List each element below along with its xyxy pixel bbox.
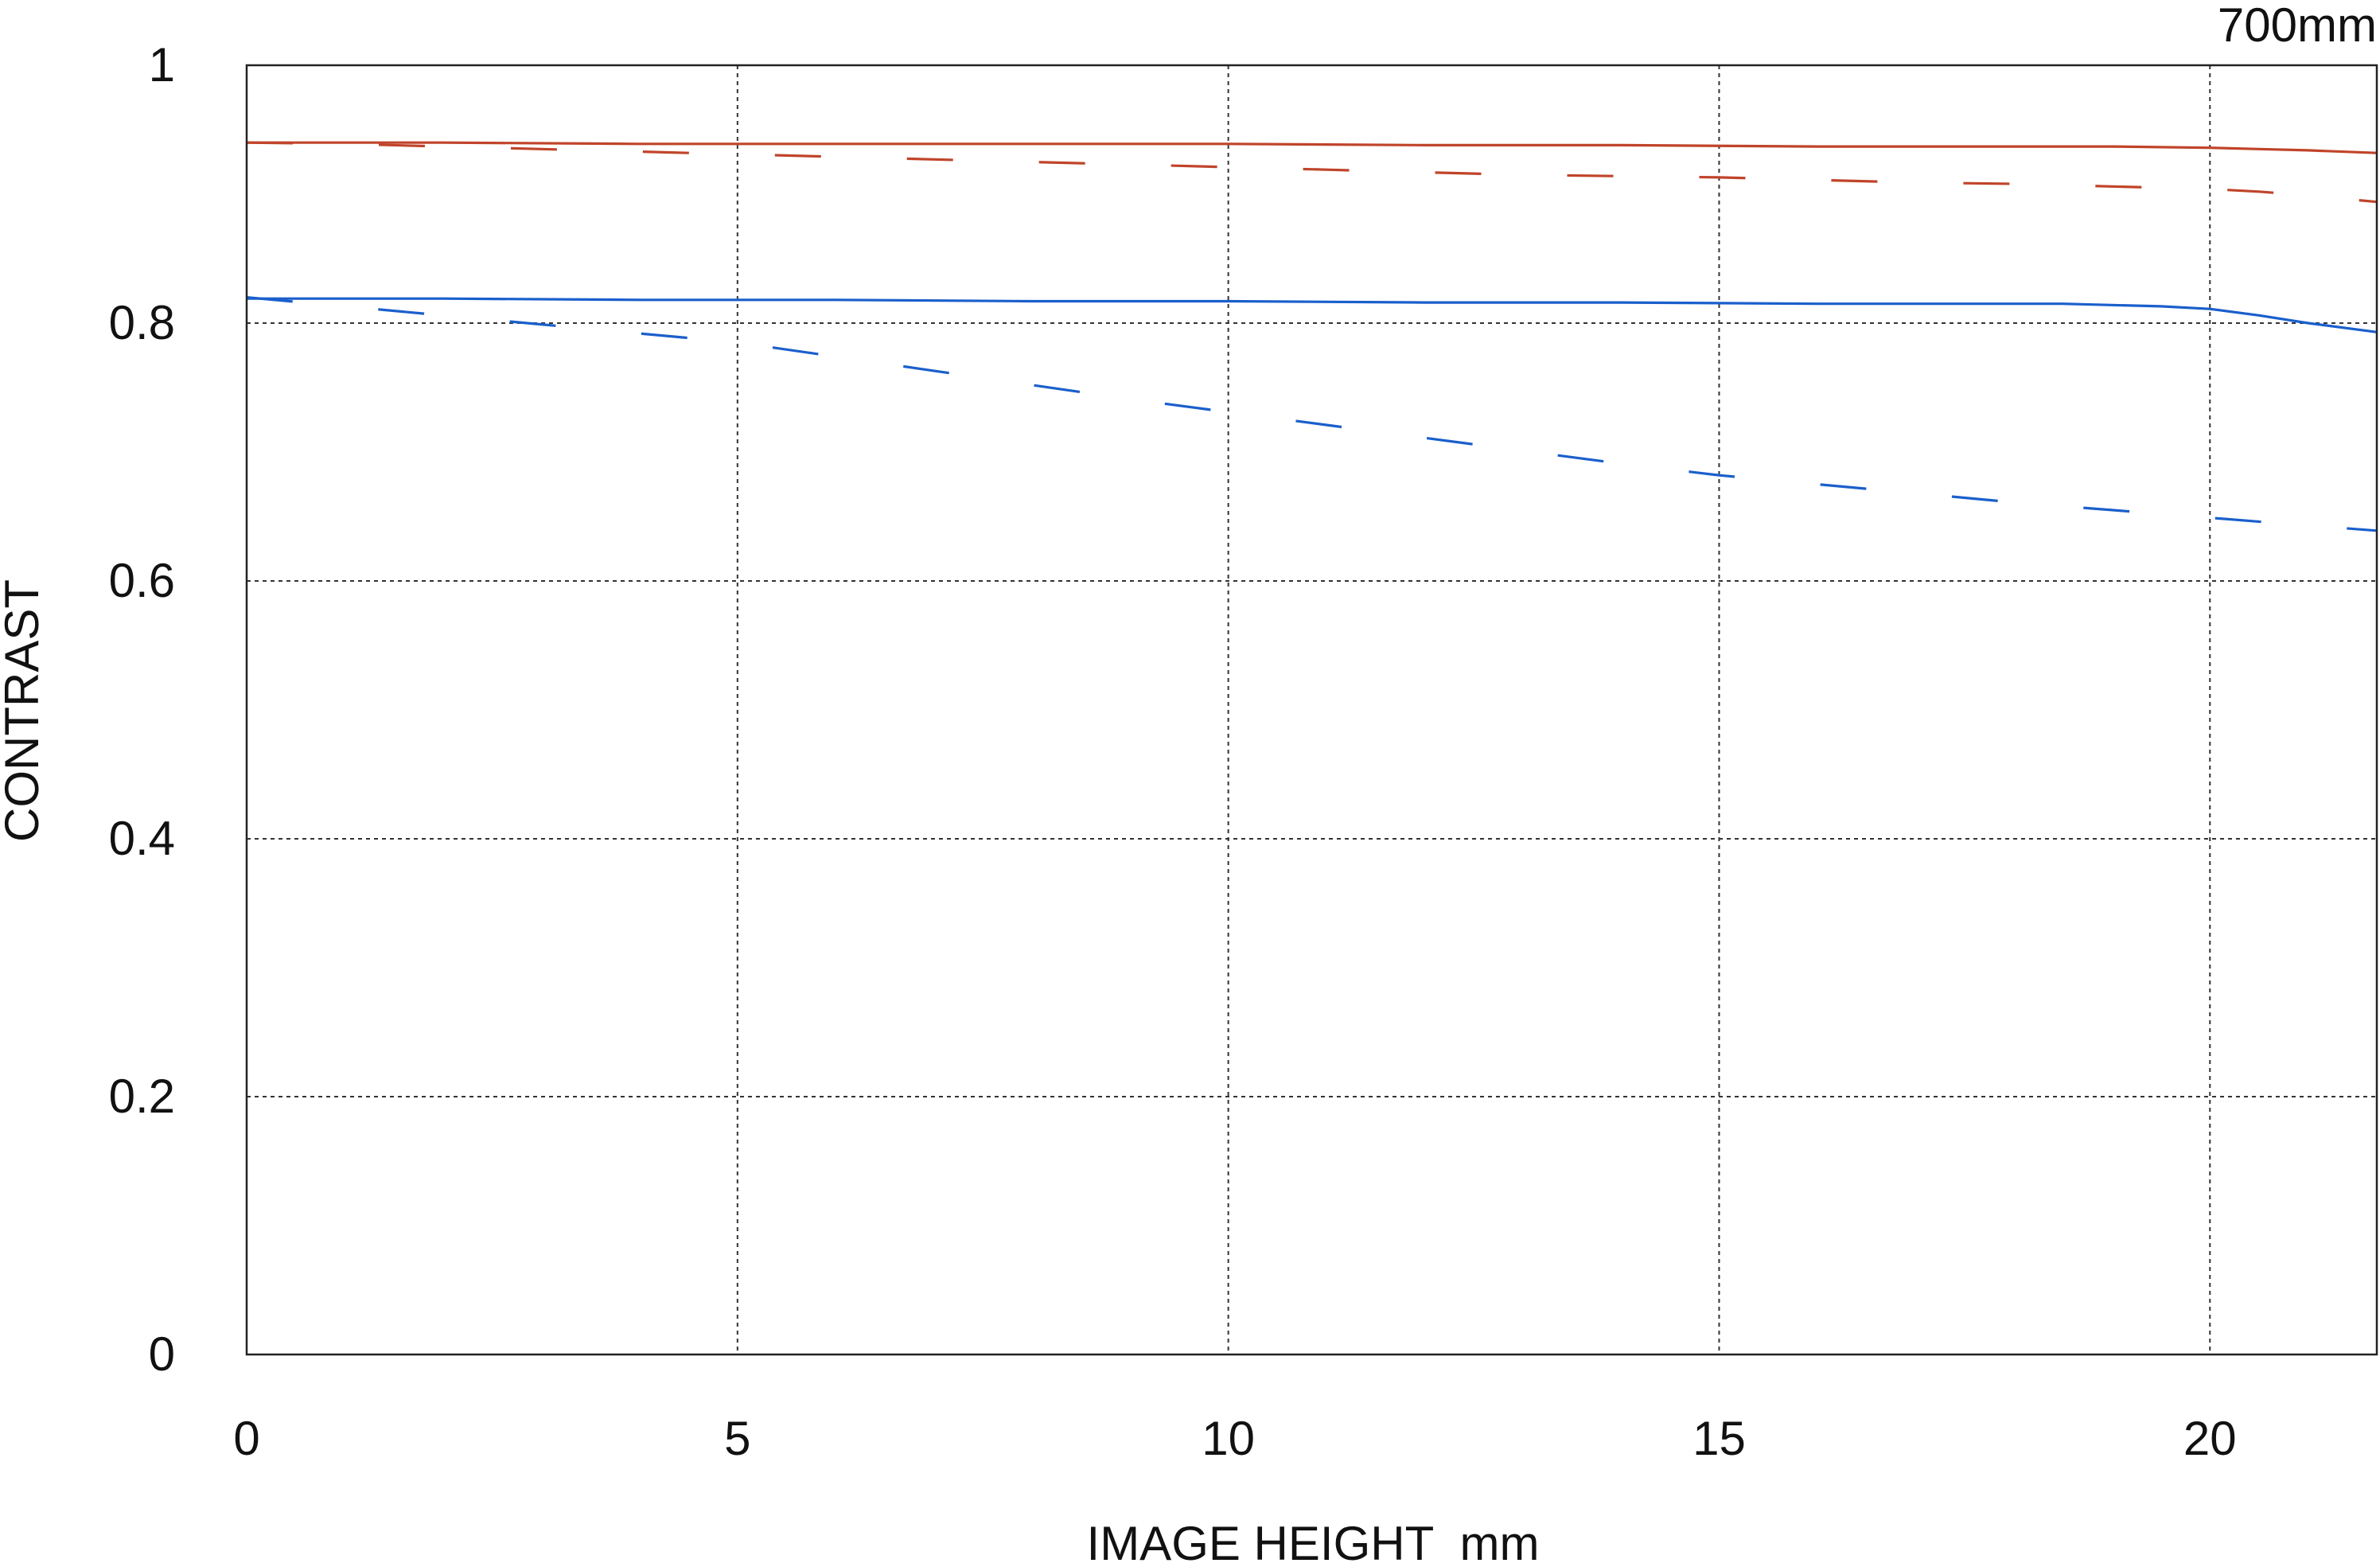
chart-title: 700mm — [2218, 0, 2377, 52]
series-line-red-dashed — [246, 141, 2378, 204]
y-axis-title: CONTRAST — [0, 579, 49, 842]
x-tick-label: 0 — [233, 1412, 259, 1465]
plot-frame — [245, 64, 2378, 1356]
y-tick-label: 0 — [149, 1327, 175, 1381]
y-tick-label: 0.6 — [109, 554, 175, 607]
series-line-red-solid — [247, 141, 2378, 154]
series-line-blue-dashed — [246, 296, 2378, 532]
x-tick-label: 15 — [1692, 1412, 1746, 1465]
x-axis-title: IMAGE HEIGHT mm — [1087, 1517, 1540, 1563]
y-tick-label: 0.2 — [109, 1070, 175, 1123]
series-lines — [246, 141, 2378, 532]
grid — [247, 65, 2377, 1354]
x-tick-label: 20 — [2183, 1412, 2237, 1465]
x-tick-label: 5 — [724, 1412, 750, 1465]
y-tick-label: 0.4 — [109, 812, 175, 865]
y-tick-label: 1 — [149, 38, 175, 92]
y-tick-labels: 0 0.2 0.4 0.6 0.8 1 — [109, 38, 175, 1381]
y-tick-label: 0.8 — [109, 296, 175, 349]
x-tick-label: 10 — [1202, 1412, 1255, 1465]
x-tick-labels: 0 5 10 15 20 — [233, 1412, 2236, 1465]
series-line-blue-solid — [247, 297, 2378, 333]
